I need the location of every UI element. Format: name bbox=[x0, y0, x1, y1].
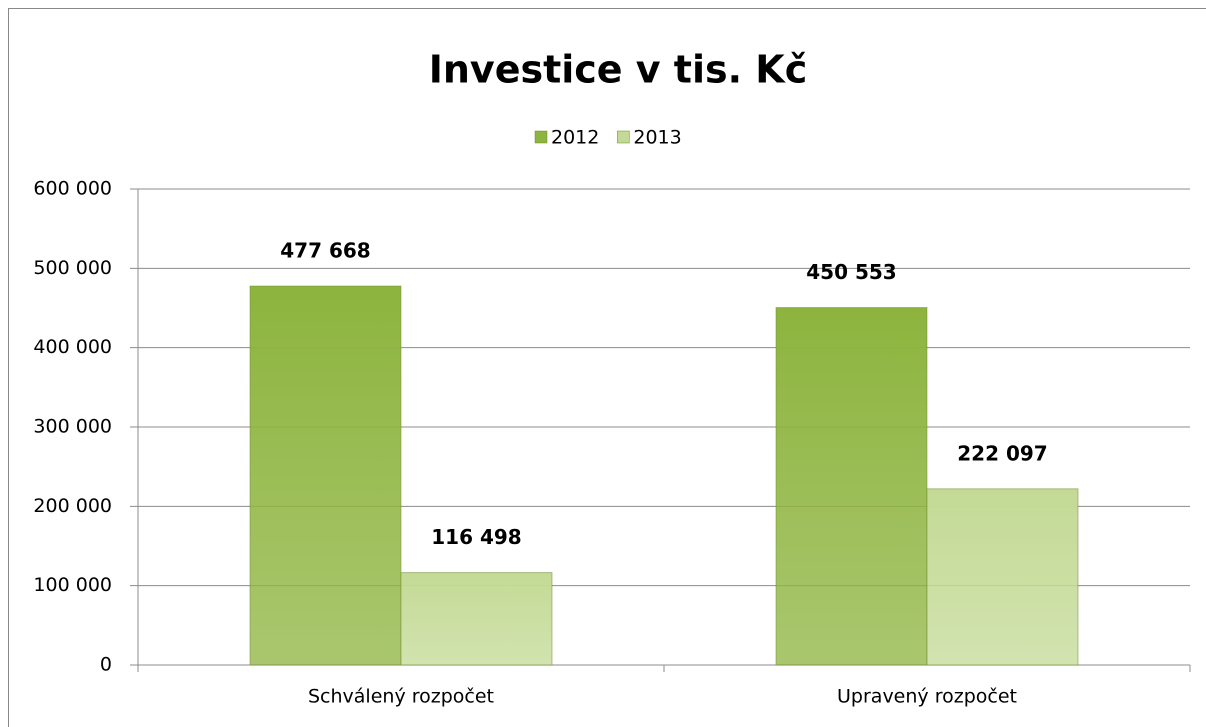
y-tick-label: 400 000 bbox=[33, 336, 112, 358]
bar bbox=[249, 285, 402, 666]
bar bbox=[775, 307, 928, 666]
y-tick-label: 500 000 bbox=[33, 257, 112, 279]
value-label: 116 498 bbox=[431, 525, 521, 549]
value-label: 477 668 bbox=[280, 239, 370, 263]
chart-title: Investice v tis. Kč bbox=[429, 48, 808, 92]
y-tick-label: 300 000 bbox=[33, 416, 112, 438]
y-tick-label: 200 000 bbox=[33, 495, 112, 517]
legend-swatch bbox=[617, 130, 630, 144]
value-label: 222 097 bbox=[957, 441, 1047, 465]
y-tick-label: 0 bbox=[100, 654, 112, 676]
chart-frame bbox=[8, 8, 1206, 727]
legend-label: 2013 bbox=[633, 127, 681, 149]
x-tick-label: Schválený rozpočet bbox=[308, 686, 494, 708]
y-tick-label: 600 000 bbox=[33, 178, 112, 200]
y-tick-label: 100 000 bbox=[33, 574, 112, 596]
value-label: 450 553 bbox=[806, 260, 896, 284]
legend-label: 2012 bbox=[551, 127, 599, 149]
legend-swatch bbox=[534, 130, 548, 144]
x-tick-label: Upravený rozpočet bbox=[837, 686, 1017, 708]
bar bbox=[926, 488, 1079, 666]
bar bbox=[400, 572, 553, 666]
